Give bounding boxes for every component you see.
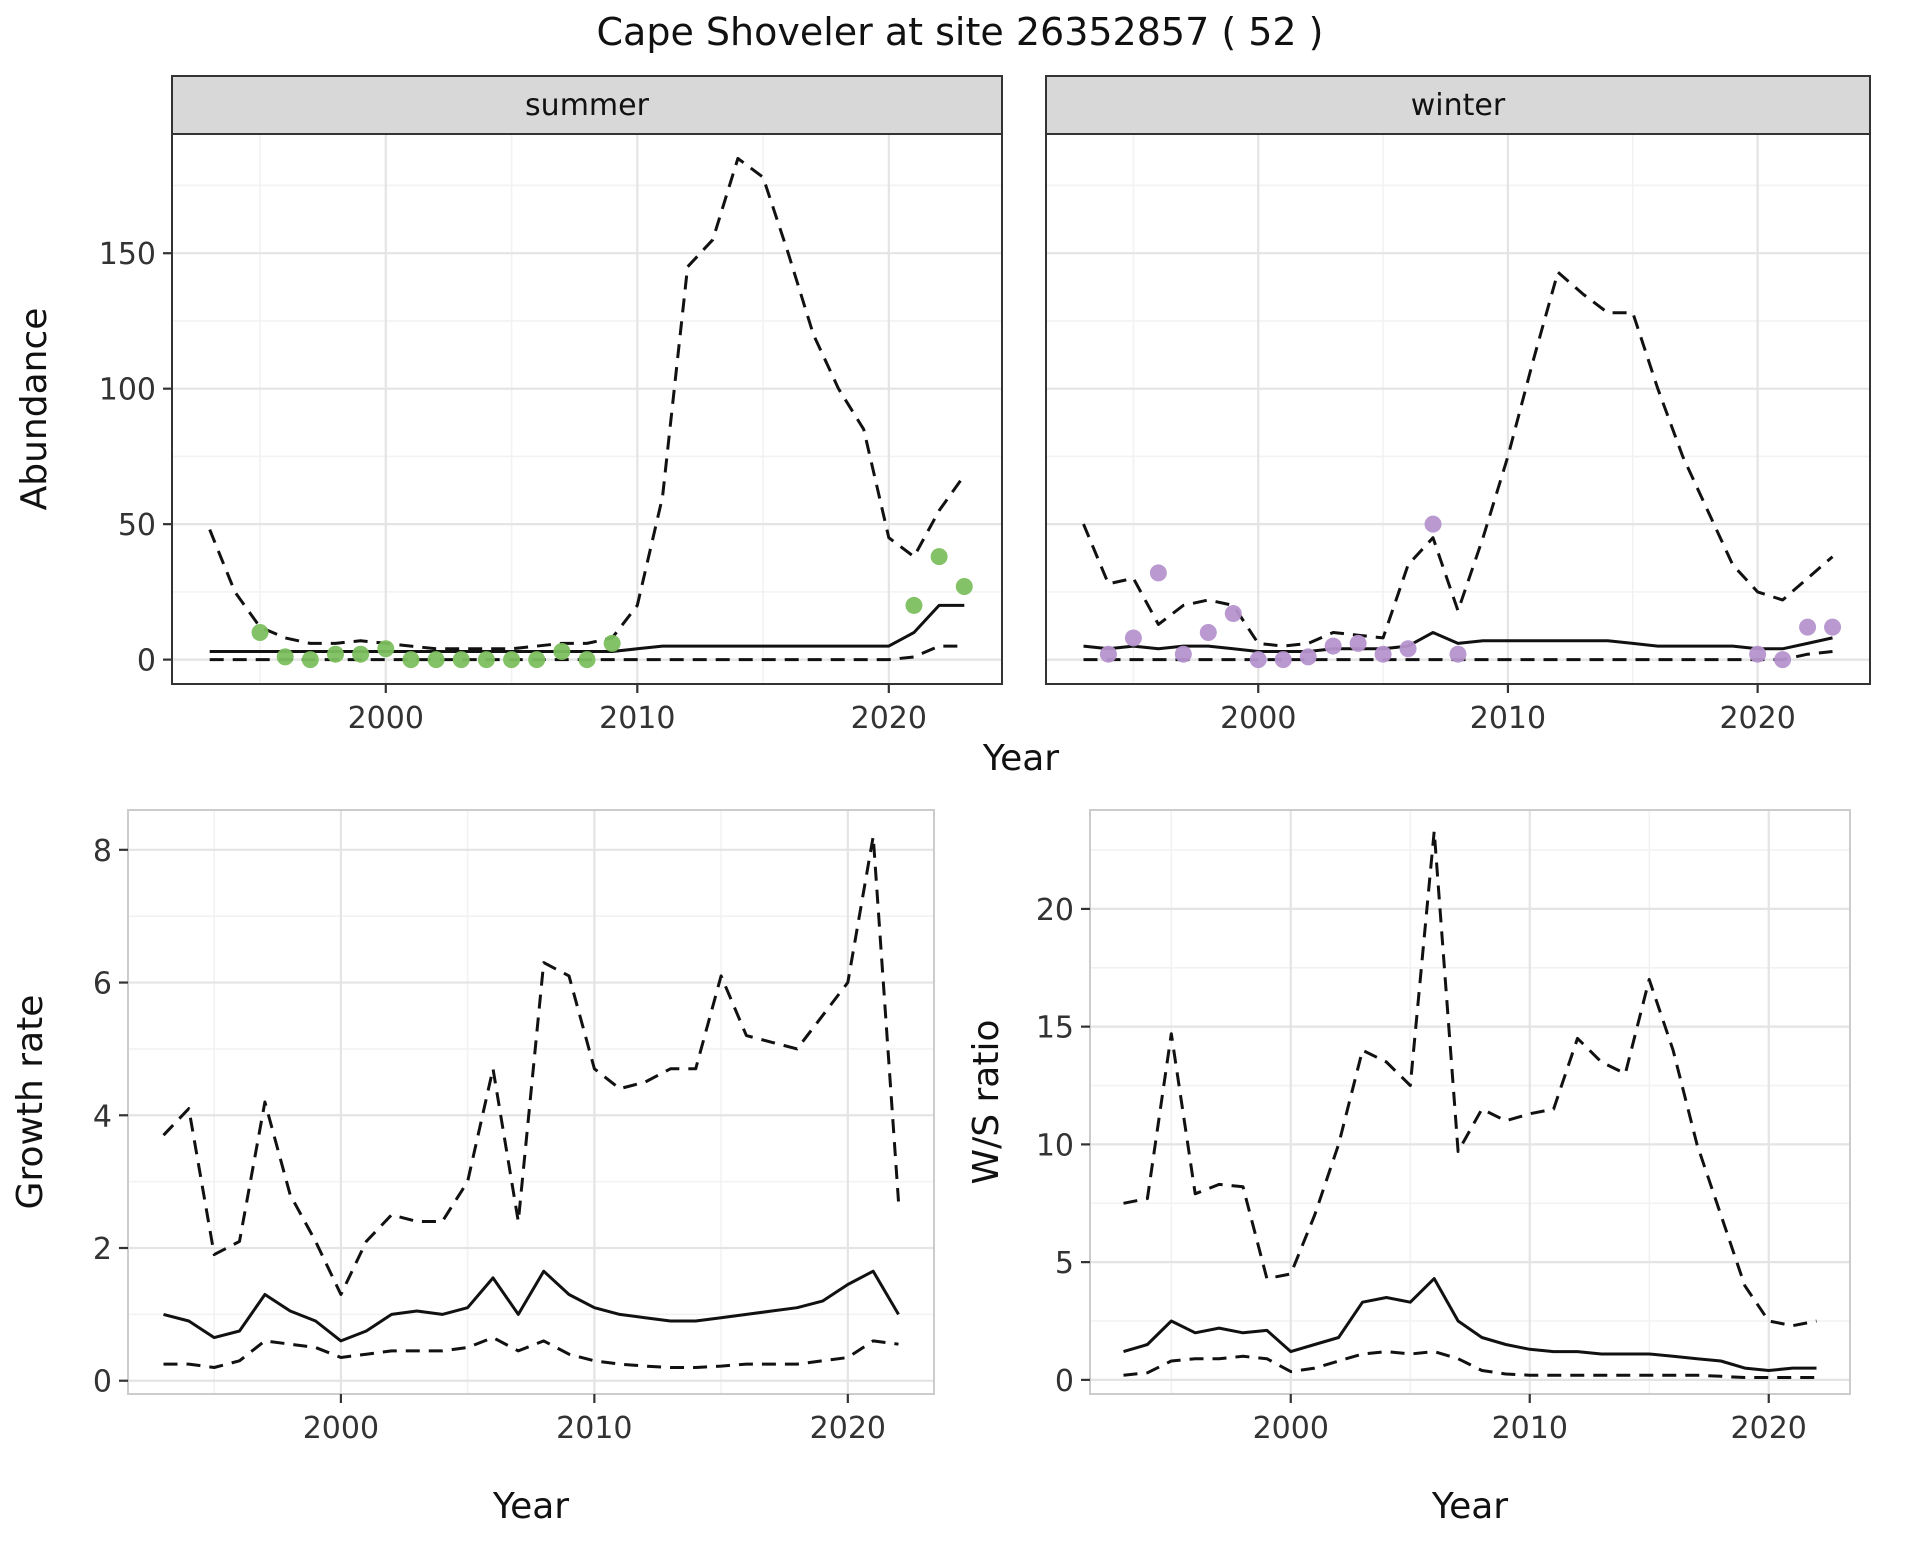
svg-text:5: 5 xyxy=(1055,1246,1074,1281)
svg-text:100: 100 xyxy=(99,373,156,408)
svg-text:winter: winter xyxy=(1411,88,1506,123)
svg-text:2010: 2010 xyxy=(1470,701,1546,736)
panel-abundance-winter: winter 2000 2010 2020 xyxy=(1020,62,1896,762)
svg-text:2010: 2010 xyxy=(599,701,675,736)
svg-text:2020: 2020 xyxy=(851,701,927,736)
abundance-x-axis-label: Year xyxy=(982,738,1060,779)
svg-text:150: 150 xyxy=(99,237,156,272)
svg-text:summer: summer xyxy=(525,88,650,123)
growth-rate-svg: 2000 2010 2020 0 2 4 6 8 Growth rate Year xyxy=(10,809,935,1527)
svg-text:2010: 2010 xyxy=(556,1411,632,1446)
svg-text:Growth rate: Growth rate xyxy=(10,995,51,1210)
svg-text:Year: Year xyxy=(492,1486,569,1527)
svg-text:W/S ratio: W/S ratio xyxy=(966,1019,1007,1184)
abundance-summer-svg: summer 2000 2010 2020 0 50 100 150 Abundance xyxy=(14,75,1003,736)
svg-text:2020: 2020 xyxy=(810,1411,886,1446)
svg-text:2000: 2000 xyxy=(348,701,424,736)
ws-ratio-svg: 2000 2010 2020 0 5 10 15 20 W/S ratio Year xyxy=(966,809,1851,1527)
svg-text:2000: 2000 xyxy=(303,1411,379,1446)
svg-text:4: 4 xyxy=(93,1099,112,1134)
svg-text:10: 10 xyxy=(1036,1128,1074,1163)
svg-text:20: 20 xyxy=(1036,893,1074,928)
svg-text:2000: 2000 xyxy=(1253,1411,1329,1446)
svg-text:Abundance: Abundance xyxy=(14,308,55,511)
svg-text:0: 0 xyxy=(1055,1364,1074,1399)
svg-text:2020: 2020 xyxy=(1731,1411,1807,1446)
svg-text:2010: 2010 xyxy=(1492,1411,1568,1446)
svg-text:50: 50 xyxy=(118,508,156,543)
svg-text:8: 8 xyxy=(93,834,112,869)
panel-abundance-summer: summer 2000 2010 2020 0 50 100 150 Abundance xyxy=(0,62,1012,762)
svg-text:15: 15 xyxy=(1036,1011,1074,1046)
panel-growth-rate: 2000 2010 2020 0 2 4 6 8 Growth rate Year xyxy=(0,788,948,1540)
svg-text:2: 2 xyxy=(93,1232,112,1267)
svg-text:0: 0 xyxy=(93,1365,112,1400)
panel-ws-ratio: 2000 2010 2020 0 5 10 15 20 W/S ratio Year xyxy=(952,788,1896,1540)
svg-text:6: 6 xyxy=(93,967,112,1002)
svg-text:2020: 2020 xyxy=(1719,701,1795,736)
svg-text:Year: Year xyxy=(1431,1486,1508,1527)
figure-title: Cape Shoveler at site 26352857 ( 52 ) xyxy=(596,10,1324,54)
abundance-winter-svg: winter 2000 2010 2020 xyxy=(1045,75,1871,736)
svg-text:0: 0 xyxy=(137,644,156,679)
svg-text:2000: 2000 xyxy=(1220,701,1296,736)
